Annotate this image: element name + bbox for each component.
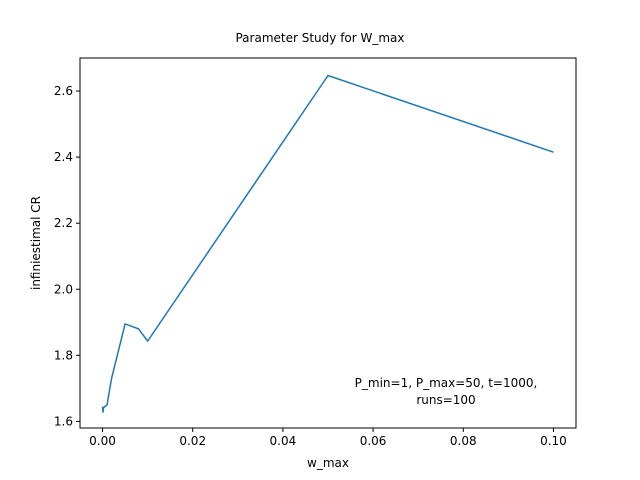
annotation-line-1: P_min=1, P_max=50, t=1000, (355, 376, 538, 390)
x-tick-label: 0.08 (450, 434, 477, 448)
annotation: P_min=1, P_max=50, t=1000, runs=100 (355, 376, 538, 407)
y-tick-label: 2.6 (54, 84, 73, 98)
x-tick-label: 0.06 (360, 434, 387, 448)
x-tick-label: 0.04 (270, 434, 297, 448)
y-tick-label: 1.6 (54, 414, 73, 428)
y-tick-label: 1.8 (54, 348, 73, 362)
x-axis-label: w_max (307, 456, 349, 470)
axes-frame (79, 57, 577, 429)
x-tick-label: 0.02 (179, 434, 206, 448)
x-tick-label: 0.00 (89, 434, 116, 448)
annotation-line-2: runs=100 (416, 393, 475, 407)
series-line (101, 74, 554, 413)
plot-area (79, 57, 577, 429)
y-axis-label: infiniestimal CR (29, 196, 43, 290)
x-axis-ticks: 0.00 0.02 0.04 0.06 0.08 0.10 (89, 428, 567, 448)
y-tick-label: 2.0 (54, 282, 73, 296)
x-tick-label: 0.10 (540, 434, 567, 448)
y-tick-label: 2.4 (54, 150, 73, 164)
series-layer (101, 74, 554, 413)
y-axis-ticks: 1.6 1.8 2.0 2.2 2.4 2.6 (54, 84, 80, 428)
chart-title: Parameter Study for W_max (235, 31, 404, 45)
y-tick-label: 2.2 (54, 216, 73, 230)
